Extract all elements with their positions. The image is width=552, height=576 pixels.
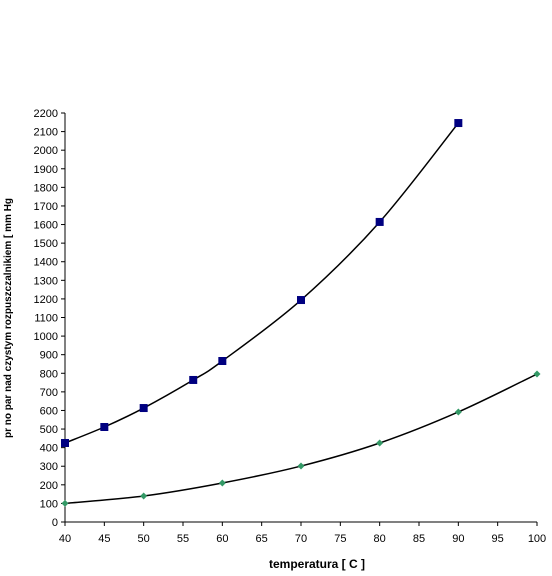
x-tick-label: 65 [256,533,268,545]
y-tick-label: 1800 [34,182,58,194]
y-tick-label: 400 [40,443,58,455]
y-tick-label: 0 [52,517,58,529]
y-tick-label: 600 [40,405,58,417]
point [100,423,109,432]
x-tick-label: 90 [452,533,464,545]
y-tick-label: 2000 [34,145,58,157]
point [376,439,384,447]
x-tick-label: 40 [59,533,71,545]
point [189,375,198,384]
y-tick-label: 1600 [34,220,58,232]
x-tick-label: 70 [295,533,307,545]
y-tick-label: 300 [40,461,58,473]
point [297,462,305,470]
point [139,404,148,413]
point [454,408,462,416]
point [375,217,384,226]
y-tick-label: 200 [40,480,58,492]
y-tick-label: 700 [40,387,58,399]
y-tick-label: 1300 [34,275,58,287]
point [533,370,541,378]
y-tick-label: 1000 [34,331,58,343]
trend-line [65,373,538,505]
point [218,357,227,366]
x-tick-label: 55 [177,533,189,545]
point [297,296,305,305]
y-tick-label: 1100 [34,313,58,325]
point [61,499,69,507]
x-axis-label: temperatura [ C ] [269,557,365,571]
y-axis-label: pr no par nad czystym rozpuszczalnikiem … [3,198,14,438]
x-tick-label: 85 [413,533,425,545]
y-tick-label: 2100 [34,127,58,139]
y-tick-label: 2200 [34,108,58,120]
x-tick-label: 50 [138,533,150,545]
y-tick-label: 100 [40,498,58,510]
x-tick-label: 80 [374,533,386,545]
x-tick-label: 75 [334,533,346,545]
trend-line [65,122,459,444]
y-tick-label: 1900 [34,164,58,176]
y-tick-label: 900 [40,350,58,362]
y-tick-label: 1200 [34,294,58,306]
x-tick-label: 95 [492,533,504,545]
x-tick-label: 45 [98,533,110,545]
y-tick-label: 800 [40,368,58,380]
point [140,492,148,500]
y-tick-label: 1400 [34,257,58,269]
y-tick-label: 500 [40,424,58,436]
y-tick-label: 1500 [34,238,58,250]
point [61,438,69,447]
y-tick-label: 1700 [34,201,58,213]
point [218,479,226,487]
x-tick-label: 100 [528,533,546,545]
x-tick-label: 60 [216,533,228,545]
point [454,119,463,128]
